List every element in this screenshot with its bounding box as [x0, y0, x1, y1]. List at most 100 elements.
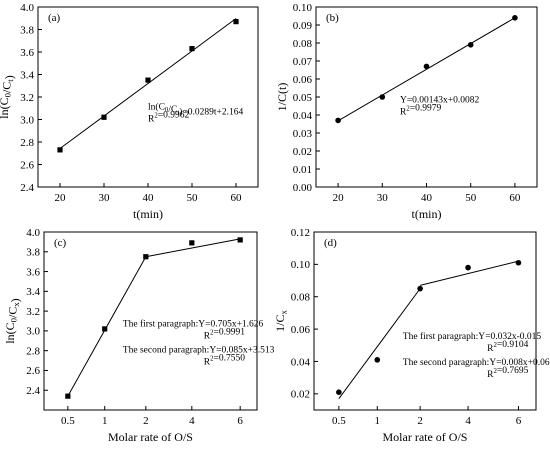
- y-tick-label: 0.02: [293, 146, 312, 158]
- data-point: [237, 237, 243, 243]
- y-tick-label: 3.0: [26, 326, 40, 338]
- x-tick-label: 6: [237, 415, 243, 427]
- fit-equation-second: The second paragraph:Y=0.008x+0.062: [403, 358, 550, 368]
- plot-frame: [313, 231, 537, 411]
- data-point: [379, 94, 386, 100]
- data-point: [189, 46, 195, 52]
- data-point: [465, 264, 471, 271]
- x-tick-label: 1: [102, 415, 108, 427]
- r-squared: R2=0.9979: [400, 103, 441, 117]
- y-tick-label: 0.09: [293, 20, 313, 32]
- y-tick-label: 3.4: [26, 286, 40, 298]
- data-point: [143, 254, 149, 260]
- data-point: [233, 19, 239, 25]
- x-tick-label: 2: [143, 415, 149, 427]
- y-tick-label: 3.2: [26, 306, 40, 318]
- fit-line: [59, 18, 237, 149]
- panel-label: (b): [326, 12, 339, 24]
- data-point: [417, 285, 423, 292]
- panel-d: 0.02 0.04 0.06 0.08 0.10 0.12 0.5 1 2 4 6 Molar rat…: [273, 227, 550, 444]
- fit-equation: Y=0.00143x+0.0082: [400, 95, 480, 105]
- fit-equation: ln(C0/Ct)=0.0289t+2.164: [148, 102, 243, 118]
- x-tick-label: 6: [516, 415, 522, 427]
- x-tick-label: 30: [99, 192, 111, 204]
- x-axis-title: t(min): [133, 207, 163, 221]
- y-axis-title: 1/Cx: [273, 309, 289, 331]
- y-axis-title: ln(C0/Cx): [3, 298, 22, 343]
- y-tick-label: 3.8: [26, 247, 40, 259]
- x-tick-label: 50: [187, 192, 199, 204]
- x-tick-label: 2: [417, 415, 423, 427]
- y-tick-label: 0.10: [291, 259, 311, 271]
- r-squared-first: R2=0.9104: [487, 340, 528, 354]
- y-tick-label: 0.06: [291, 324, 311, 336]
- y-tick-label: 3.0: [20, 114, 34, 126]
- r-squared: R2=0.9962: [148, 111, 189, 125]
- panel-label: (a): [48, 12, 61, 24]
- y-tick-label: 4.0: [20, 2, 34, 14]
- data-point: [335, 117, 341, 124]
- x-axis-title: Molar rate of O/S: [383, 430, 468, 444]
- data-point: [374, 357, 381, 363]
- y-tick-label: 2.8: [20, 137, 34, 149]
- data-point: [423, 63, 430, 70]
- fit-line: [337, 17, 516, 122]
- x-tick-label: 0.5: [61, 415, 75, 427]
- data-point: [145, 77, 151, 83]
- y-tick-label: 2.4: [20, 182, 34, 194]
- x-tick-label: 0.5: [332, 415, 346, 427]
- data-point: [65, 393, 71, 399]
- y-tick-label: 0.04: [291, 356, 311, 368]
- y-tick-label: 0.08: [291, 292, 311, 304]
- y-tick-label: 2.6: [26, 365, 40, 377]
- data-point: [102, 326, 108, 332]
- plot-frame: [37, 6, 259, 188]
- y-tick-label: 3.8: [20, 24, 34, 36]
- x-tick-label: 20: [55, 192, 67, 204]
- x-tick-label: 40: [421, 192, 433, 204]
- x-tick-label: 4: [189, 415, 195, 427]
- data-point: [515, 259, 522, 266]
- x-tick-label: 40: [143, 192, 155, 204]
- x-axis-title: Molar rate of O/S: [108, 430, 193, 444]
- panel-label: (d): [324, 237, 337, 249]
- y-tick-label: 2.8: [26, 345, 40, 357]
- y-tick-label: 0.06: [293, 74, 313, 86]
- y-tick-label: 0.00: [293, 182, 313, 194]
- plot-frame: [43, 231, 258, 411]
- r-squared-second: R2=0.7550: [204, 353, 245, 367]
- y-tick-label: 0.03: [293, 128, 313, 140]
- data-point: [57, 147, 63, 153]
- y-tick-label: 3.4: [20, 69, 34, 81]
- r-squared-first: R2=0.9991: [204, 327, 245, 341]
- y-tick-label: 2.6: [20, 159, 34, 171]
- y-axis-title: 1/C(t): [275, 83, 289, 112]
- data-point: [336, 389, 342, 396]
- r-squared-second: R2=0.7695: [487, 366, 528, 380]
- data-point: [101, 114, 107, 120]
- y-tick-label: 2.4: [26, 385, 40, 397]
- y-tick-label: 0.05: [293, 92, 313, 104]
- y-tick-label: 3.6: [20, 47, 34, 59]
- y-tick-label: 0.08: [293, 38, 313, 50]
- fit-segment: [419, 260, 519, 286]
- y-tick-label: 0.10: [293, 2, 313, 14]
- data-point: [189, 240, 195, 246]
- y-tick-label: 3.2: [20, 92, 34, 104]
- data-point: [512, 14, 518, 21]
- y-tick-label: 0.02: [291, 389, 310, 401]
- fit-segment: [145, 238, 241, 258]
- panel-c: 2.4 2.6 2.8 3.0 3.2 3.4 3.6 3.8 4.0 0.5 1 2 4 6 Molar …: [3, 227, 275, 444]
- x-tick-label: 1: [375, 415, 381, 427]
- y-tick-label: 4.0: [26, 227, 40, 239]
- fit-segment: [338, 288, 421, 399]
- y-tick-label: 0.07: [293, 56, 313, 68]
- panel-a: 2.4 2.6 2.8 3.0 3.2 3.4 3.6 3.8 4.0 20 30 40 50 60 t(m…: [0, 2, 259, 221]
- x-tick-label: 30: [377, 192, 389, 204]
- x-axis-title: t(min): [412, 207, 442, 221]
- fit-equation-first: The first paragraph:Y=0.705x+1.626: [123, 318, 264, 329]
- y-tick-label: 0.04: [293, 110, 313, 122]
- y-tick-label: 0.01: [293, 164, 312, 176]
- fit-equation-second: The second paragraph:Y=0.085x+3.513: [123, 345, 275, 355]
- x-tick-label: 60: [509, 192, 521, 204]
